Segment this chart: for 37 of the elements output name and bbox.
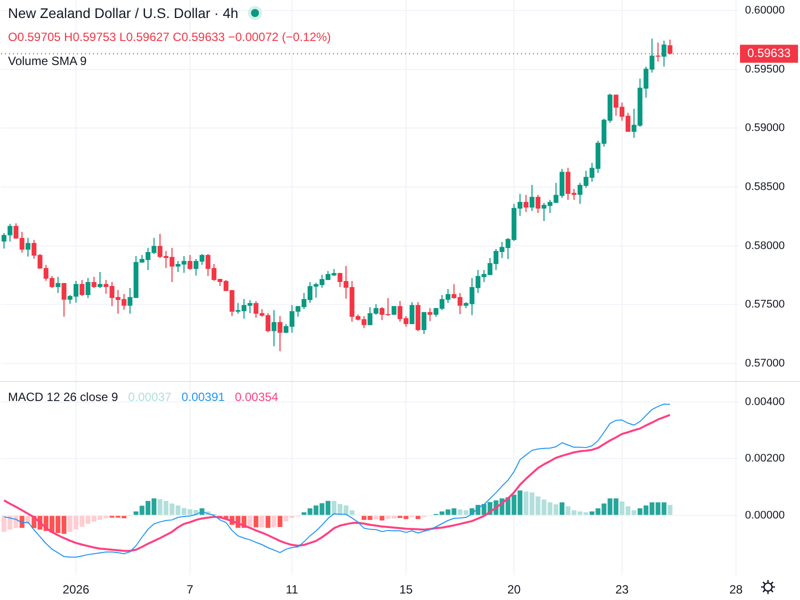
ref-line-label: 0.59633: [747, 46, 792, 60]
bar: [266, 516, 270, 528]
bar: [20, 516, 24, 528]
y-tick-label: 0.00400: [745, 396, 785, 408]
annotation: 0.00391: [181, 390, 225, 404]
y-tick-label: 0.58500: [745, 181, 785, 194]
y-tick-label: 0.57500: [745, 298, 785, 311]
bar: [248, 516, 252, 528]
x-tick-label: 2026: [62, 582, 90, 597]
y-tick-label: 0.59000: [745, 122, 785, 134]
bar: [254, 516, 258, 528]
annotation: 0.00037: [128, 390, 172, 404]
x-tick-label: 23: [615, 582, 629, 597]
bar: [278, 516, 282, 528]
bar: [374, 516, 378, 520]
bar: [416, 516, 420, 520]
bar: [260, 516, 264, 528]
x-tick-label: 11: [286, 582, 299, 597]
y-tick-label: 0.59500: [745, 63, 785, 76]
x-tick-label: 28: [729, 582, 743, 597]
annotation: O0.59705 H0.59753 L0.59627 C0.59633 −0.00072 (−0.12%): [8, 30, 331, 44]
text: MACD 12 26 close 9: [8, 390, 118, 404]
bar: [668, 504, 672, 515]
y-tick-label: 0.60000: [745, 4, 785, 17]
chart-title: New Zealand Dollar / U.S. Dollar · 4h: [8, 5, 238, 21]
bar: [560, 502, 564, 515]
y-tick-label: 0.00000: [745, 509, 785, 522]
y-tick-label: 0.00200: [745, 452, 785, 465]
x-tick-label: 20: [507, 582, 521, 597]
annotation: Volume SMA 9: [8, 54, 87, 68]
annotation: 0.00354: [234, 390, 278, 404]
x-tick-label: 7: [186, 582, 194, 597]
bar: [380, 516, 384, 521]
x-tick-label: 15: [399, 582, 413, 597]
bar: [272, 516, 276, 528]
y-tick-label: 0.57000: [745, 357, 785, 370]
y-tick-label: 0.58000: [745, 240, 785, 252]
